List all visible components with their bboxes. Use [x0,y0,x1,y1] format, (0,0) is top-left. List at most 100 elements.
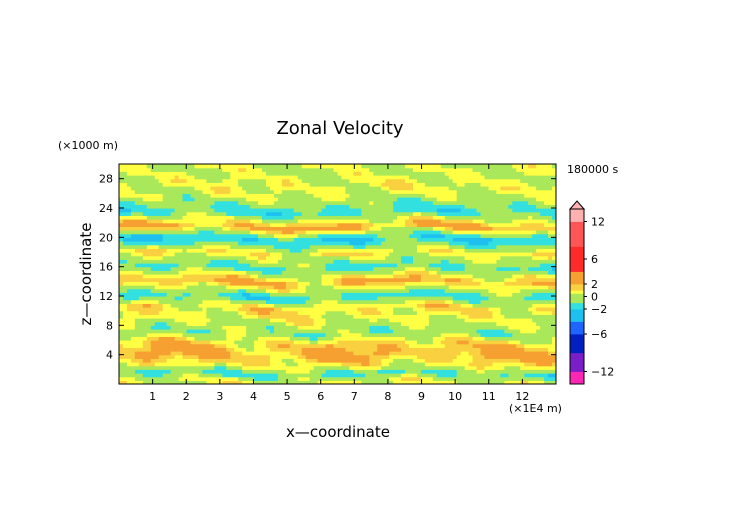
field-cell [309,219,315,224]
field-cell [222,274,227,279]
field-cell [416,362,422,367]
field-cell [214,358,219,363]
field-cell [238,358,243,363]
field-cell [373,351,378,356]
field-cell [166,219,172,224]
field-cell [361,233,366,238]
field-cell [436,259,442,264]
field-cell [238,314,243,319]
field-cell [293,285,299,290]
field-cell [238,307,243,312]
field-cell [305,376,311,381]
field-cell [305,285,311,290]
field-cell [313,321,319,326]
field-cell [353,237,358,242]
field-cell [436,244,442,249]
field-cell [210,299,215,304]
field-cell [468,329,474,334]
field-cell [226,362,231,367]
field-cell [420,274,426,279]
field-cell [285,362,291,367]
field-cell [476,281,482,286]
field-cell [353,321,358,326]
field-cell [480,230,486,235]
field-cell [313,281,319,286]
field-cell [416,266,422,271]
field-cell [448,226,454,231]
field-cell [548,373,553,378]
field-cell [305,255,311,260]
field-cell [353,299,358,304]
field-cell [126,336,132,341]
field-cell [170,288,176,293]
field-cell [119,233,124,238]
field-cell [373,321,378,326]
field-cell [476,318,482,323]
field-cell [309,237,315,242]
field-cell [492,244,498,249]
field-cell [214,340,219,345]
field-cell [416,281,422,286]
field-cell [393,244,398,249]
field-cell [337,288,343,293]
field-cell [524,248,529,253]
field-cell [305,252,311,257]
field-cell [122,270,128,275]
field-cell [265,380,271,384]
field-cell [202,354,207,359]
field-cell [234,285,239,290]
field-cell [512,226,517,231]
field-cell [309,336,315,341]
field-cell [428,241,434,246]
field-cell [492,233,498,238]
field-cell [373,373,378,378]
field-cell [162,299,168,304]
field-cell [305,303,311,308]
field-cell [119,318,124,323]
field-cell [333,310,339,315]
field-cell [158,219,164,224]
field-cell [536,340,541,345]
field-cell [126,358,132,363]
field-cell [444,252,450,257]
field-cell [190,252,196,257]
field-cell [432,274,438,279]
field-cell [174,292,180,297]
field-cell [500,237,505,242]
field-cell [321,329,327,334]
field-cell [412,365,418,370]
field-cell [393,307,398,312]
field-cell [329,281,335,286]
field-cell [198,299,204,304]
field-cell [456,369,462,374]
field-cell [532,343,537,348]
field-cell [174,248,180,253]
field-cell [468,285,474,290]
field-cell [317,343,323,348]
field-cell [516,329,521,334]
field-cell [178,292,184,297]
field-cell [496,233,501,238]
field-cell [206,248,211,253]
field-cell [178,215,184,220]
field-cell [528,321,533,326]
field-cell [265,288,271,293]
field-cell [496,255,501,260]
field-cell [246,336,251,341]
field-cell [357,263,362,268]
field-cell [365,310,370,315]
field-cell [504,230,509,235]
field-cell [452,321,458,326]
field-cell [158,318,164,323]
field-cell [182,241,188,246]
field-cell [492,277,498,282]
field-cell [206,325,211,330]
field-cell [365,373,370,378]
field-cell [214,369,219,374]
field-cell [242,288,247,293]
field-cell [552,354,556,359]
field-cell [440,332,446,337]
field-cell [476,230,482,235]
field-cell [468,362,474,367]
field-cell [524,219,529,224]
